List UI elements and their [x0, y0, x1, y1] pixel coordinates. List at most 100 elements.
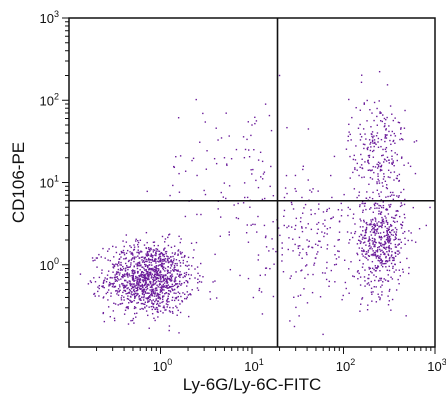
data-point	[159, 291, 161, 293]
data-point	[371, 260, 374, 263]
data-point	[401, 204, 403, 207]
data-point	[359, 242, 362, 245]
data-point	[161, 289, 163, 292]
data-point	[383, 125, 386, 128]
data-point	[371, 229, 373, 231]
data-point	[173, 270, 175, 272]
data-point	[152, 292, 155, 294]
data-point	[166, 287, 168, 289]
data-point	[139, 288, 142, 290]
data-point	[371, 197, 374, 200]
data-point	[115, 279, 117, 281]
data-point	[139, 299, 141, 301]
data-point	[250, 224, 252, 226]
data-point	[371, 300, 373, 302]
data-point	[159, 305, 161, 307]
data-point	[375, 229, 378, 231]
data-point	[331, 217, 333, 220]
data-point	[162, 278, 165, 280]
data-point	[170, 246, 173, 249]
data-point	[157, 297, 160, 299]
data-point	[386, 238, 389, 240]
data-point	[177, 249, 180, 251]
data-point	[361, 200, 364, 203]
data-point	[384, 125, 386, 127]
data-point	[365, 228, 368, 230]
data-point	[154, 288, 156, 290]
data-point	[389, 236, 391, 238]
data-point	[159, 302, 161, 304]
data-point	[373, 230, 376, 233]
data-point	[376, 224, 379, 226]
data-point	[404, 198, 406, 201]
data-point	[102, 285, 104, 287]
data-point	[360, 220, 362, 222]
data-point	[186, 260, 188, 263]
data-point	[159, 253, 161, 255]
data-point	[300, 270, 302, 272]
data-point	[196, 213, 198, 216]
data-point	[388, 242, 390, 244]
data-point	[400, 127, 402, 129]
data-point	[374, 217, 376, 219]
data-point	[352, 158, 355, 161]
data-point	[379, 298, 381, 301]
data-point	[388, 290, 391, 292]
data-point	[257, 215, 259, 218]
data-point	[205, 168, 208, 170]
data-point	[167, 266, 169, 268]
data-point	[136, 302, 138, 304]
data-point	[375, 241, 377, 244]
data-point	[144, 303, 146, 306]
data-point	[148, 250, 150, 253]
data-point	[379, 170, 382, 172]
data-point	[168, 329, 170, 332]
data-point	[167, 278, 170, 280]
data-point	[389, 176, 391, 179]
data-point	[110, 282, 112, 285]
data-point	[399, 205, 402, 208]
data-point	[372, 242, 374, 244]
data-point	[385, 134, 387, 136]
data-point	[178, 280, 181, 283]
data-point	[380, 277, 383, 280]
data-point	[143, 267, 145, 270]
data-point	[154, 267, 157, 269]
data-point	[150, 267, 152, 270]
data-point	[159, 254, 161, 256]
data-point	[403, 213, 406, 216]
data-point	[132, 269, 134, 271]
data-point	[108, 281, 111, 284]
data-point	[386, 236, 389, 239]
data-point	[228, 135, 230, 137]
data-point	[388, 228, 390, 231]
data-point	[96, 257, 99, 259]
data-point	[153, 277, 155, 279]
data-point	[136, 262, 139, 264]
data-point	[381, 237, 383, 239]
data-point	[272, 248, 274, 250]
data-point	[362, 242, 365, 244]
data-point	[363, 219, 365, 222]
data-point	[202, 276, 204, 278]
data-point	[133, 290, 136, 293]
data-point	[174, 297, 177, 299]
data-point	[138, 253, 140, 255]
data-point	[162, 259, 164, 261]
data-point	[392, 191, 394, 194]
data-point	[103, 320, 106, 323]
y-tick-label: 101	[40, 174, 59, 191]
data-point	[357, 270, 359, 272]
data-point	[200, 262, 202, 265]
data-point	[371, 225, 373, 228]
data-point	[174, 252, 176, 254]
data-point	[223, 157, 226, 159]
data-point	[370, 234, 373, 236]
data-point	[157, 280, 160, 282]
data-point	[385, 118, 387, 121]
data-point	[107, 259, 109, 261]
data-point	[155, 254, 157, 257]
data-point	[160, 281, 162, 283]
data-point	[246, 196, 249, 199]
data-point	[382, 220, 384, 222]
